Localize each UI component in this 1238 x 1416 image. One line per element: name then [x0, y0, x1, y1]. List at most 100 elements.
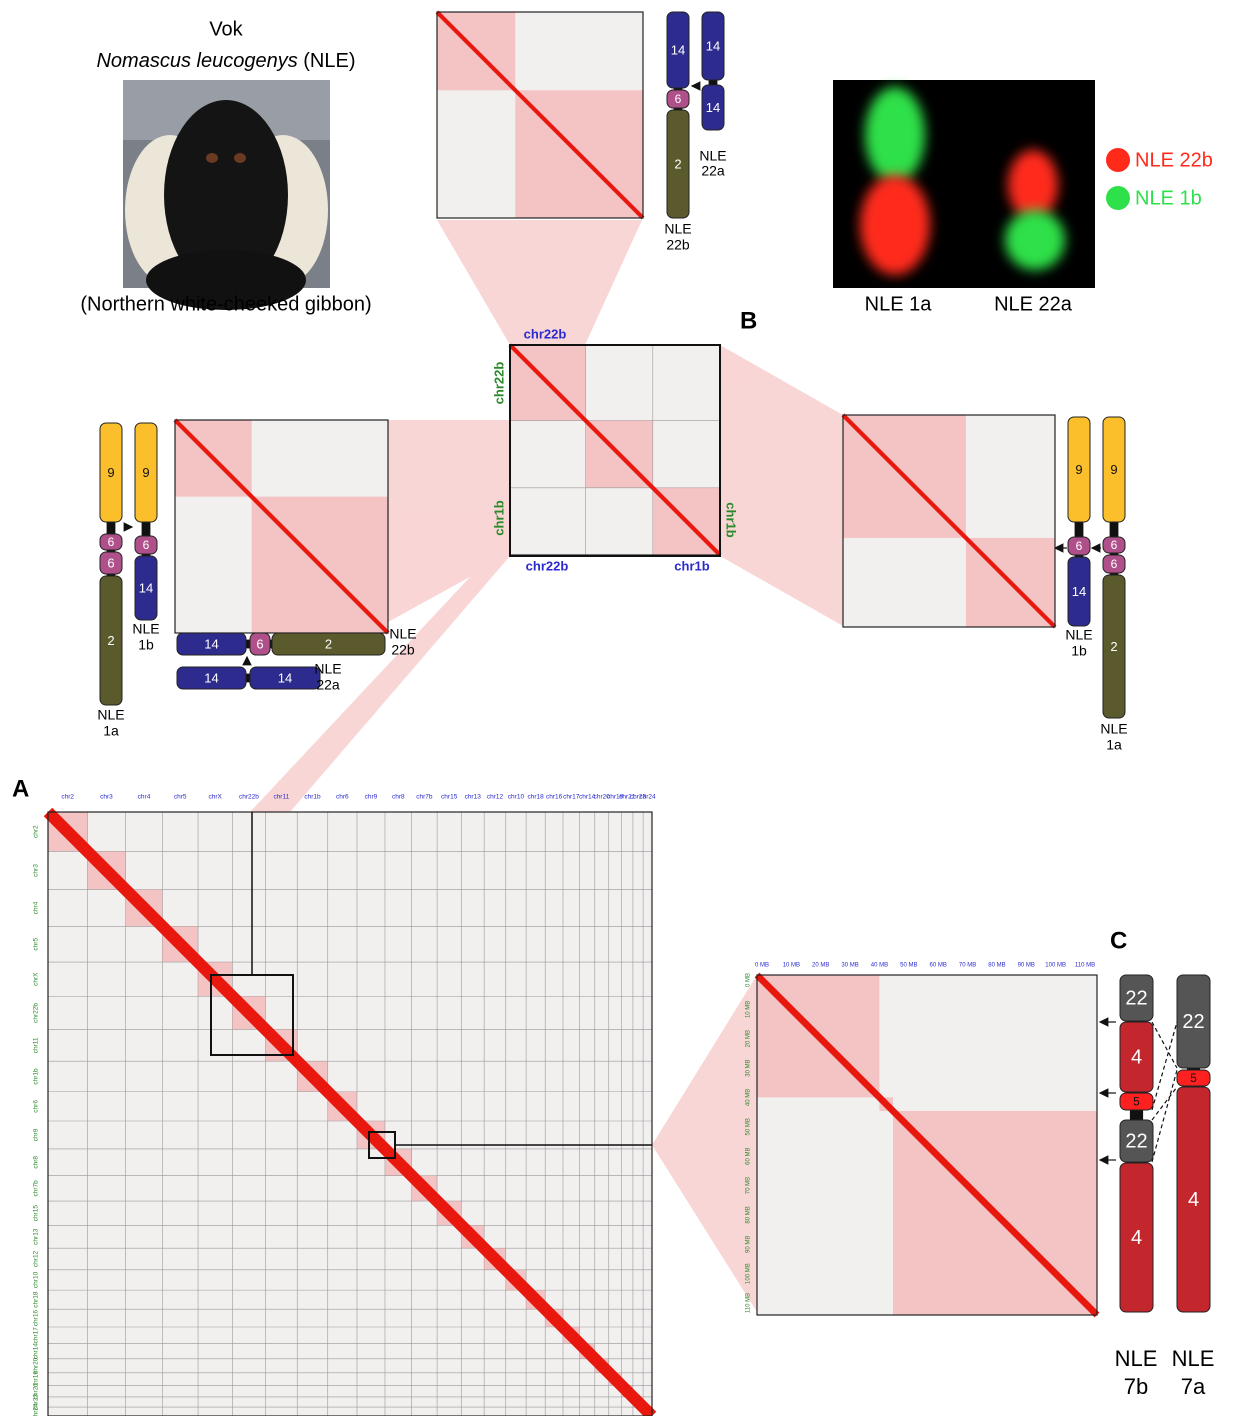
segment-label: 14 — [278, 670, 292, 685]
chr-label-left: chr1b — [33, 1068, 40, 1085]
segment-label: 2 — [325, 636, 332, 651]
mb-tick-top: 0 MB — [755, 963, 769, 969]
chr-label-left: chr6 — [33, 1100, 40, 1113]
chr-label-top: chr5 — [174, 794, 187, 801]
chr-label-left: chr10 — [33, 1271, 40, 1288]
mb-tick-left: 0 MB — [746, 973, 752, 987]
ideogram-name: 1a — [1106, 737, 1122, 753]
segment-label: 14 — [706, 100, 720, 115]
segment-label: 2 — [107, 633, 114, 648]
legend-dot — [1106, 148, 1130, 172]
fish-label: NLE 22a — [994, 293, 1073, 315]
chr-label-left: chr12 — [33, 1250, 40, 1267]
ideogram-name: NLE — [97, 707, 124, 723]
segment-label: 4 — [1188, 1189, 1199, 1211]
fish-label: NLE 1a — [865, 293, 933, 315]
segment-label: 9 — [142, 465, 149, 480]
legend-label: NLE 1b — [1135, 187, 1202, 209]
mb-tick-left: 60 MB — [746, 1148, 752, 1165]
mb-tick-left: 20 MB — [746, 1030, 752, 1047]
ideogram-name: 1b — [1071, 643, 1087, 659]
chr-label-left: chr15 — [33, 1205, 40, 1222]
legend-label: NLE 22b — [1135, 149, 1213, 171]
ideogram-name: 22a — [316, 677, 340, 693]
chr-label-left: chr11 — [33, 1037, 40, 1053]
ideogram-name: NLE — [1100, 721, 1127, 737]
mb-tick-top: 110 MB — [1075, 963, 1095, 969]
hic-map — [437, 12, 643, 218]
chr-label-left: chr16 — [33, 1310, 40, 1327]
ideogram-name: 7b — [1124, 1374, 1148, 1399]
ideogram-name: NLE — [699, 148, 726, 164]
hic-map — [175, 420, 388, 633]
segment-label: 9 — [107, 465, 114, 480]
chr-label-top: chr17 — [563, 794, 580, 801]
mb-tick-top: 40 MB — [871, 963, 888, 969]
photo-name: Vok — [209, 18, 243, 40]
ideogram-name: NLE — [314, 661, 341, 677]
segment-label: 6 — [107, 555, 114, 570]
segment-label: 6 — [143, 538, 150, 552]
b-label: chr22b — [524, 326, 567, 341]
ideogram-name: NLE — [664, 221, 691, 237]
ideogram-name: NLE — [389, 626, 416, 642]
chr-label-left: chr18 — [33, 1291, 40, 1308]
chr-label-left: chr17 — [33, 1327, 40, 1344]
chr-label-left: chr8 — [33, 1156, 40, 1169]
segment-label: 14 — [706, 38, 720, 53]
chr-label-top: chr12 — [487, 794, 504, 801]
chr-label-top: chr2 — [61, 794, 74, 801]
segment-label: 22 — [1125, 1130, 1147, 1152]
chr-label-left: chr14 — [33, 1343, 40, 1360]
mb-tick-left: 50 MB — [746, 1118, 752, 1135]
legend-dot — [1106, 186, 1130, 210]
segment-label: 14 — [671, 42, 685, 57]
hic-map — [757, 975, 1097, 1315]
segment-label: 6 — [1076, 539, 1083, 553]
segment-label: 22 — [1182, 1011, 1204, 1033]
mb-tick-top: 90 MB — [1018, 963, 1035, 969]
mb-tick-left: 100 MB — [746, 1263, 752, 1284]
chr-label-top: chr18 — [528, 794, 545, 801]
segment-label: 9 — [1110, 462, 1117, 477]
panel-label: C — [1110, 927, 1127, 954]
chr-label-top: chr1b — [304, 794, 321, 801]
mb-tick-left: 10 MB — [746, 1001, 752, 1018]
mb-tick-top: 100 MB — [1045, 963, 1066, 969]
mb-tick-left: 30 MB — [746, 1059, 752, 1076]
mb-tick-top: 30 MB — [841, 963, 858, 969]
chr-label-top: chr7b — [416, 794, 433, 801]
mb-tick-top: 50 MB — [900, 963, 917, 969]
hic-map — [48, 812, 652, 1416]
chr-label-left: chrX — [33, 972, 40, 986]
segment-label: 5 — [1190, 1071, 1197, 1085]
segment-label: 2 — [1110, 639, 1117, 654]
ideogram: 1462NLE22b — [664, 12, 691, 253]
segment-label: 14 — [1072, 584, 1086, 599]
chr-label-top: chr15 — [441, 794, 458, 801]
b-label: chr22b — [526, 558, 569, 573]
chr-label-top: chr10 — [508, 794, 525, 801]
ideogram-name: NLE — [1065, 627, 1092, 643]
mb-tick-left: 40 MB — [746, 1089, 752, 1106]
chr-label-left: chr3 — [33, 864, 40, 877]
segment-label: 4 — [1131, 1046, 1142, 1068]
b-label: chr1b — [724, 502, 739, 537]
b-label: chr1b — [491, 500, 506, 535]
b-label: chr22b — [491, 362, 506, 405]
panel-label: A — [12, 775, 29, 802]
chr-label-top: chr4 — [138, 794, 151, 801]
fish-image — [833, 80, 1095, 288]
mb-tick-left: 110 MB — [746, 1293, 752, 1313]
chr-label-left: chr5 — [33, 938, 40, 951]
b-label: chr1b — [674, 558, 709, 573]
chr-label-left: chr2 — [33, 825, 40, 838]
segment-label: 5 — [1133, 1095, 1140, 1109]
chr-label-top: chr16 — [546, 794, 563, 801]
mb-tick-top: 20 MB — [812, 963, 829, 969]
ideogram-name: 1b — [138, 637, 154, 653]
segment-label: 6 — [1111, 557, 1118, 571]
segment-label: 14 — [204, 636, 218, 651]
